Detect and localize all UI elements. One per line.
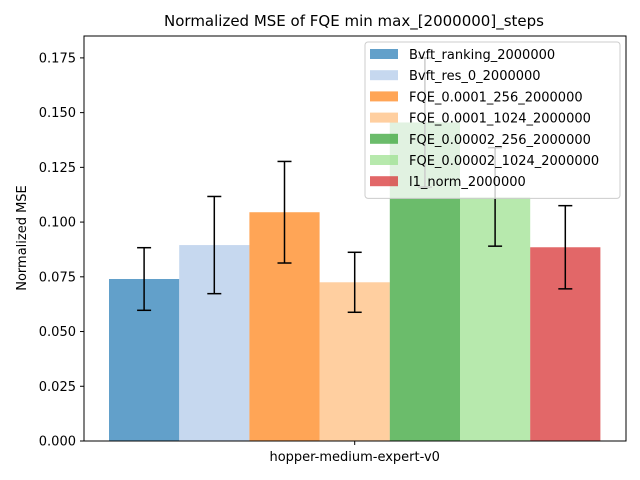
legend-label-2: Bvft_res_0_2000000: [409, 69, 541, 84]
y-tick-label-4: 0.100: [39, 216, 76, 231]
legend: Bvft_ranking_2000000 Bvft_res_0_2000000 FQ…: [364, 41, 621, 199]
legend-label-3: FQE_0.0001_256_2000000: [409, 90, 583, 105]
chart-title: Normalized MSE of FQE min max_[2000000]_…: [164, 12, 544, 31]
y-tick-label-7: 0.175: [39, 51, 76, 66]
legend-label-6: FQE_0.00002_1024_2000000: [409, 154, 599, 169]
y-tick-label-5: 0.125: [39, 161, 76, 176]
legend-label-7: l1_norm_2000000: [409, 175, 526, 190]
x-tick-label-0: hopper-medium-expert-v0: [269, 450, 439, 465]
y-tick-label-3: 0.075: [39, 270, 76, 285]
legend-swatch-2: [370, 70, 398, 81]
legend-label-5: FQE_0.00002_256_2000000: [409, 133, 591, 148]
legend-swatch-1: [370, 49, 398, 59]
y-tick-label-6: 0.150: [39, 106, 76, 121]
y-tick-label-0: 0.000: [39, 435, 76, 450]
y-tick-label-1: 0.025: [39, 380, 76, 395]
y-tick-label-2: 0.050: [39, 325, 76, 340]
legend-label-4: FQE_0.0001_1024_2000000: [409, 112, 591, 127]
legend-swatch-3: [370, 91, 398, 102]
y-axis-title: Normalized MSE: [15, 185, 30, 291]
legend-box: [364, 41, 621, 199]
legend-swatch-6: [370, 155, 398, 165]
legend-swatch-4: [370, 112, 398, 123]
legend-swatch-5: [370, 133, 398, 144]
legend-swatch-7: [370, 176, 398, 187]
legend-label-1: Bvft_ranking_2000000: [409, 48, 555, 63]
axes-layer: 0.000 0.025 0.050 0.075 0.100 0.125 0.150 0.175…: [39, 35, 627, 465]
